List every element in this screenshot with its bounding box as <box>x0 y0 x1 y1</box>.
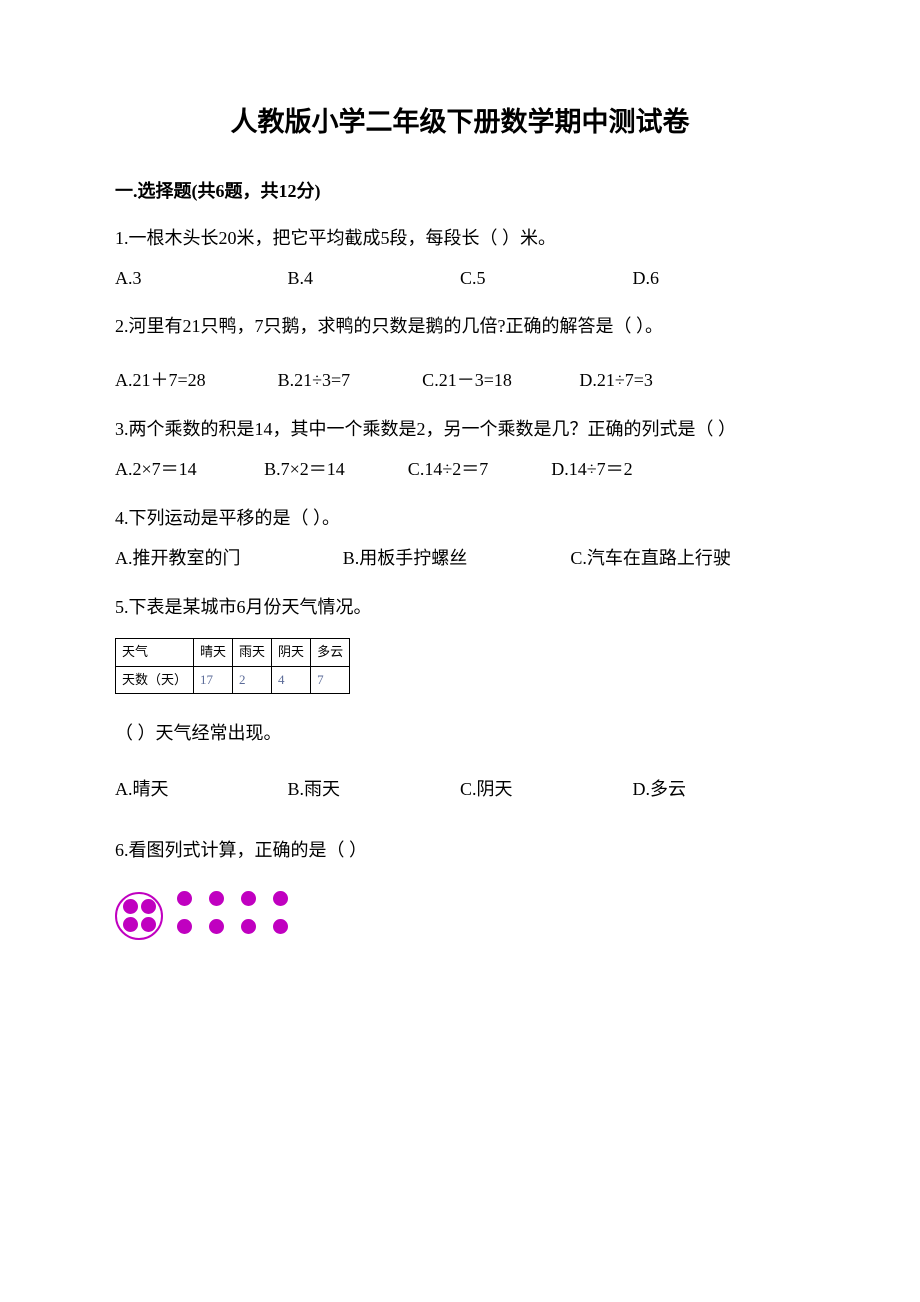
q1-opt-b: B.4 <box>288 265 461 291</box>
q5-opt-c: C.阴天 <box>460 776 633 802</box>
q6-text: 6.看图列式计算，正确的是（ ） <box>115 837 805 863</box>
q2-text: 2.河里有21只鸭，7只鹅，求鸭的只数是鹅的几倍?正确的解答是（ ）。 <box>115 313 805 339</box>
dot-icon <box>177 891 192 906</box>
q5-table-wrap: 天气 晴天 雨天 阴天 多云 天数（天） 17 2 4 7 <box>115 638 805 695</box>
q5-opt-b: B.雨天 <box>288 776 461 802</box>
q3-options: A.2×7＝14 B.7×2＝14 C.14÷2＝7 D.14÷7＝2 <box>115 456 805 483</box>
q5-td-cloudy: 7 <box>311 666 350 694</box>
q1-opt-a: A.3 <box>115 265 288 291</box>
q4-options: A.推开教室的门 B.用板手拧螺丝 C.汽车在直路上行驶 <box>115 545 805 571</box>
doc-title: 人教版小学二年级下册数学期中测试卷 <box>115 100 805 139</box>
dot-icon <box>209 891 224 906</box>
dot-icon <box>141 917 156 932</box>
table-row: 天气 晴天 雨天 阴天 多云 <box>116 638 350 666</box>
dot-icon <box>141 899 156 914</box>
dot-icon <box>123 899 138 914</box>
q6-circle-group <box>115 892 163 940</box>
q5-text: 5.下表是某城市6月份天气情况。 <box>115 594 805 620</box>
q6-dot-grid <box>177 891 295 941</box>
q5-table: 天气 晴天 雨天 阴天 多云 天数（天） 17 2 4 7 <box>115 638 350 695</box>
q1-text: 1.一根木头长20米，把它平均截成5段，每段长（ ）米。 <box>115 225 805 251</box>
q5-opt-a: A.晴天 <box>115 776 288 802</box>
q4-text: 4.下列运动是平移的是（ ）。 <box>115 505 805 531</box>
q1-opt-c: C.5 <box>460 265 633 291</box>
q4-opt-a: A.推开教室的门 <box>115 545 343 571</box>
q3-text: 3.两个乘数的积是14，其中一个乘数是2，另一个乘数是几？正确的列式是（ ） <box>115 416 805 442</box>
q5-td-overcast: 4 <box>272 666 311 694</box>
q1-options: A.3 B.4 C.5 D.6 <box>115 265 805 291</box>
q4-opt-c: C.汽车在直路上行驶 <box>570 545 798 571</box>
table-row: 天数（天） 17 2 4 7 <box>116 666 350 694</box>
dot-icon <box>241 891 256 906</box>
q5-th-sunny: 晴天 <box>194 638 233 666</box>
dot-icon <box>177 919 192 934</box>
q5-th-rainy: 雨天 <box>233 638 272 666</box>
q5-td-rainy: 2 <box>233 666 272 694</box>
q5-td-sunny: 17 <box>194 666 233 694</box>
q2-options: A.21＋7=28 B.21÷3=7 C.21－3=18 D.21÷7=3 <box>115 367 805 394</box>
q5-th-overcast: 阴天 <box>272 638 311 666</box>
dot-icon <box>123 917 138 932</box>
section-header-1: 一.选择题(共6题，共12分) <box>115 177 805 203</box>
q5-after: （ ）天气经常出现。 <box>115 720 805 746</box>
q5-options: A.晴天 B.雨天 C.阴天 D.多云 <box>115 776 805 802</box>
dot-icon <box>241 919 256 934</box>
q5-th-weather: 天气 <box>116 638 194 666</box>
q5-opt-d: D.多云 <box>633 776 806 802</box>
q5-td-days-label: 天数（天） <box>116 666 194 694</box>
q5-th-cloudy: 多云 <box>311 638 350 666</box>
dot-icon <box>273 891 288 906</box>
dot-icon <box>273 919 288 934</box>
q6-figure <box>115 891 805 941</box>
q1-opt-d: D.6 <box>633 265 806 291</box>
dot-icon <box>209 919 224 934</box>
q4-opt-b: B.用板手拧螺丝 <box>343 545 571 571</box>
